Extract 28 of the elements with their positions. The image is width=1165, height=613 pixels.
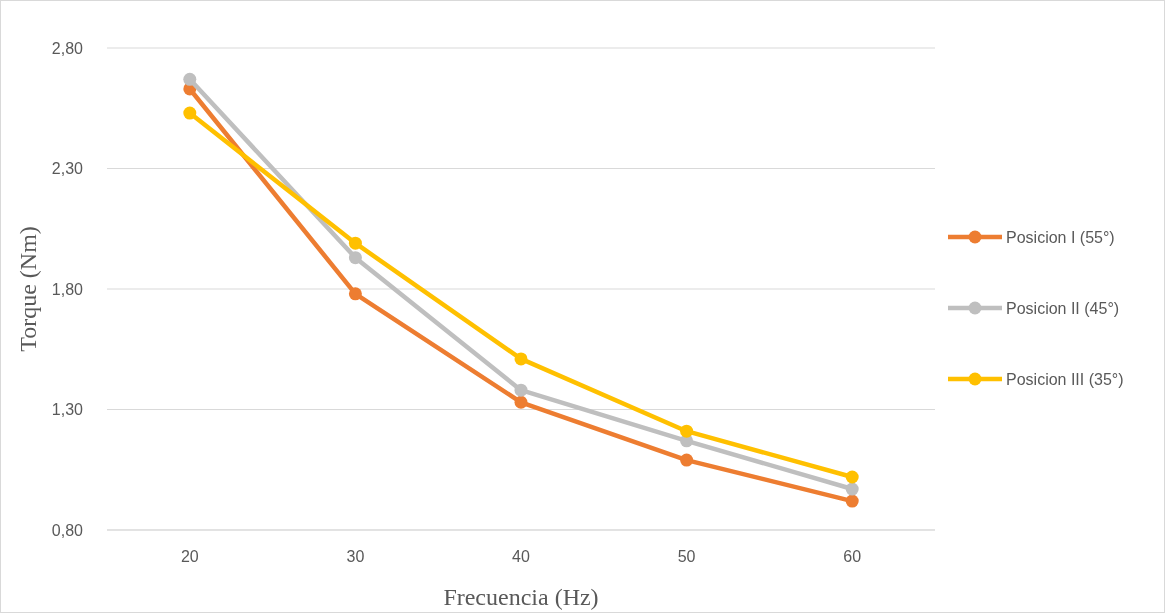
point bbox=[845, 482, 859, 496]
point bbox=[845, 470, 859, 484]
point bbox=[348, 236, 362, 250]
legend-label: Posicion III (35°) bbox=[1006, 370, 1124, 388]
y-tick-label: 0,80 bbox=[51, 521, 84, 539]
legend-label: Posicion I (55°) bbox=[1006, 228, 1115, 246]
point bbox=[514, 383, 528, 397]
y-tick-label: 2,80 bbox=[51, 39, 84, 57]
point bbox=[348, 251, 362, 265]
x-tick-label: 50 bbox=[677, 548, 696, 565]
point bbox=[514, 395, 528, 409]
y-tick-label: 1,80 bbox=[51, 280, 84, 298]
x-tick-label: 30 bbox=[346, 548, 365, 565]
point bbox=[845, 494, 859, 508]
point bbox=[680, 453, 694, 467]
y-tick-label: 1,30 bbox=[51, 401, 84, 419]
x-axis-title: Frecuencia (Hz) bbox=[443, 584, 599, 610]
point bbox=[348, 287, 362, 301]
legend-label: Posicion II (45°) bbox=[1006, 299, 1120, 317]
point bbox=[514, 352, 528, 366]
point bbox=[183, 106, 197, 120]
point bbox=[183, 72, 197, 86]
point bbox=[680, 424, 694, 438]
x-tick-label: 60 bbox=[843, 548, 862, 565]
x-tick-label: 40 bbox=[512, 548, 530, 565]
y-tick-label: 2,30 bbox=[51, 160, 84, 178]
x-tick-label: 20 bbox=[180, 548, 199, 565]
y-axis-title: Torque (Nm) bbox=[15, 226, 41, 352]
